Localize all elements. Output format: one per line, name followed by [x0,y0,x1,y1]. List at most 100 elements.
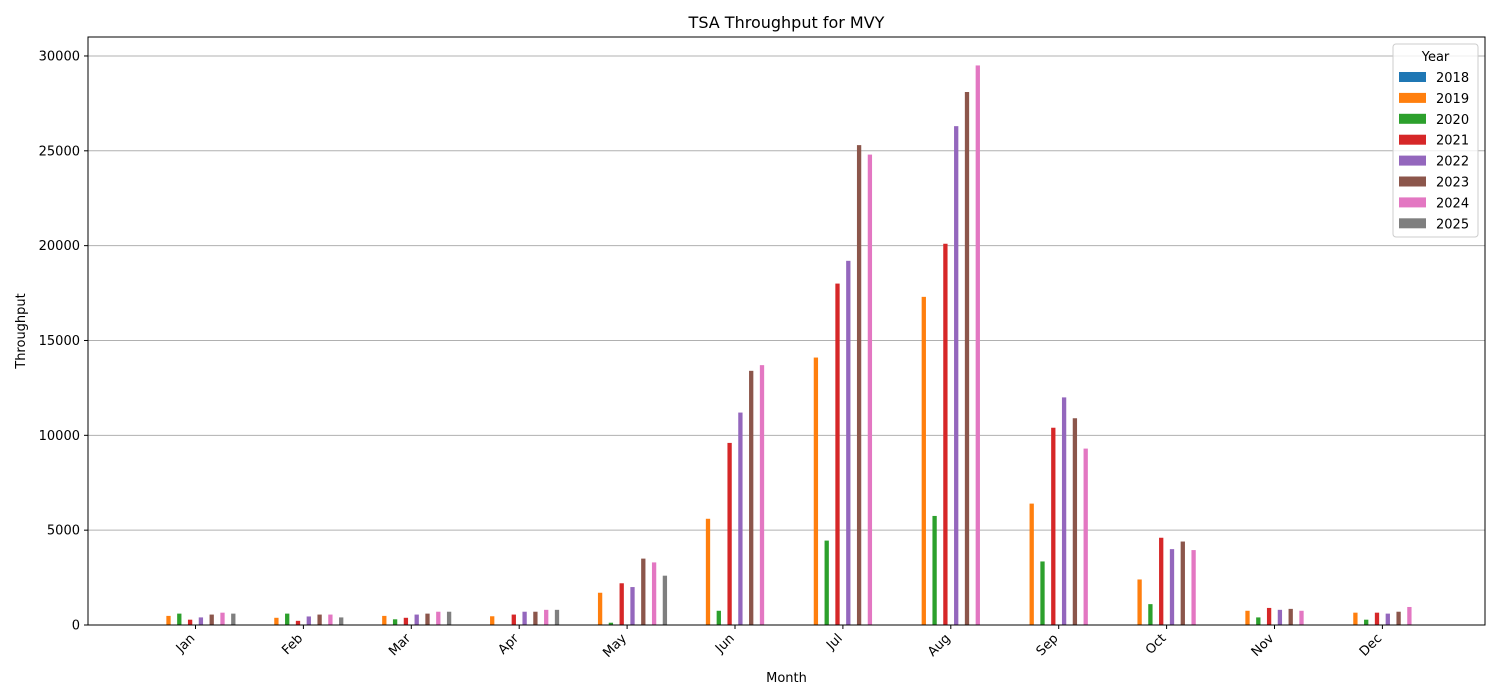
bar-2023-Jul [856,145,862,625]
bar-2022-May [630,587,635,625]
bar-2020-Sep [1040,561,1045,625]
chart-title: TSA Throughput for MVY [688,13,885,32]
bar-2024-Nov [1299,610,1304,625]
bar-2023-Sep [1072,418,1078,625]
bar-2023-Dec [1396,611,1401,625]
bar-2024-Jun [759,365,765,625]
x-axis: Jan Feb Mar Apr May Jun Jul Aug Sep Oct Nov Dec [173,625,1385,661]
bar-2020-Mar [392,619,398,625]
bar-2024-May [651,562,657,625]
legend-label-2019: 2019 [1436,92,1469,107]
bar-2019-Jul [813,357,819,625]
bar-2024-Oct [1191,550,1196,625]
bar-2021-Oct [1159,537,1164,625]
y-tick-label: 20000 [39,239,80,254]
legend-swatch-2023 [1399,176,1426,187]
y-tick-label: 5000 [47,524,80,539]
bar-2019-Nov [1245,610,1250,625]
y-axis: 0 5000 10000 15000 20000 25000 30000 [39,49,88,634]
legend-swatch-2022 [1399,155,1426,166]
bar-2019-Mar [382,615,387,625]
plot-area [87,36,1486,626]
bar-2019-Feb [274,617,279,625]
legend-items: 2018 2019 2020 2021 2022 2023 2024 2025 [1399,71,1469,232]
x-tick-label: Oct [1143,631,1170,658]
x-tick-label: Sep [1034,631,1062,659]
bar-2020-Jan [177,613,182,625]
bar-2024-Feb [328,614,333,625]
bar-2022-Jun [738,412,743,625]
bar-2023-Oct [1180,541,1185,625]
y-tick-label: 0 [72,619,80,634]
bar-2021-Apr [511,614,516,625]
bar-2024-Dec [1407,606,1412,625]
bar-2022-Nov [1277,609,1283,625]
legend-title: Year [1421,50,1450,65]
bar-2020-Aug [932,515,937,625]
bar-2024-Aug [975,65,980,625]
bar-2023-Aug [964,92,970,625]
legend-swatch-2025 [1399,218,1426,229]
x-tick-label: Jun [712,631,738,657]
bar-2020-Dec [1364,619,1369,625]
bar-2019-Oct [1137,579,1142,625]
bar-2021-Sep [1051,427,1056,625]
bar-2019-Jun [705,518,711,625]
bar-2021-Jan [187,619,193,625]
bar-2022-Feb [306,616,311,625]
legend-label-2018: 2018 [1436,71,1469,86]
x-tick-label: Mar [386,631,414,659]
legend-frame [1392,43,1479,238]
legend-swatch-2020 [1399,113,1426,124]
x-tick-label: Dec [1357,631,1385,659]
bar-2025-Mar [446,611,452,625]
legend-label-2020: 2020 [1436,113,1469,128]
bar-2023-Jun [749,370,754,625]
bar-2023-Feb [317,614,322,625]
bar-2022-Dec [1385,613,1390,625]
legend-label-2021: 2021 [1436,134,1469,149]
legend-swatch-2024 [1399,197,1426,208]
bar-2019-Jan [166,615,171,625]
bar-2019-Sep [1029,503,1034,625]
legend-label-2024: 2024 [1436,196,1469,211]
legend: Year 2018 2019 2020 2021 2022 2023 2024 2025 [1392,43,1479,238]
bar-2023-May [641,558,646,625]
bar-2024-Jul [867,154,873,625]
grid-lines [88,55,1485,626]
bar-2021-Dec [1374,612,1380,625]
x-tick-label: Feb [279,631,306,658]
bar-2022-Oct [1169,549,1175,625]
y-axis-label: Throughput [14,293,29,370]
bar-2025-May [662,575,668,625]
x-tick-label: Apr [496,631,523,658]
bar-2022-Mar [414,614,419,625]
bar-2025-Jan [231,613,236,625]
bar-2021-Nov [1266,607,1272,625]
bar-2019-Dec [1353,612,1358,625]
y-tick-label: 15000 [39,334,80,349]
x-tick-label: Jul [823,631,845,653]
bar-2024-Sep [1083,448,1088,625]
bar-2019-Aug [921,296,926,625]
bar-2023-Nov [1288,608,1293,625]
bar-2021-Jul [835,283,840,625]
bar-2024-Mar [436,611,441,625]
legend-swatch-2018 [1399,72,1426,82]
bar-2020-Feb [285,613,290,625]
y-tick-label: 10000 [39,429,80,444]
bar-2021-Mar [403,617,409,625]
bar-2022-Jul [846,260,851,625]
x-tick-label: May [600,631,630,661]
bars [166,65,1412,626]
legend-label-2025: 2025 [1436,217,1469,232]
legend-swatch-2019 [1399,92,1426,103]
x-axis-label: Month [766,671,807,686]
bar-2024-Apr [544,609,549,625]
bar-2019-May [597,592,603,625]
bar-2021-Feb [295,620,301,625]
bar-2025-Apr [554,609,560,625]
bar-2020-Oct [1148,604,1153,625]
bar-2020-Jun [716,610,721,625]
